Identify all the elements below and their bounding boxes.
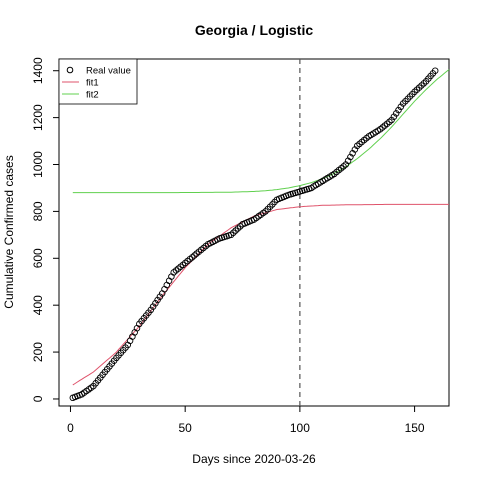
legend: Real value fit1 fit2 [58,58,138,105]
y-tick-label: 600 [31,248,45,268]
real-value-point [388,116,395,124]
x-tick-label: 150 [405,421,425,435]
series-real-points [69,67,439,402]
series-layer [69,67,450,402]
y-tick-label: 0 [31,395,45,402]
y-axis-label: Cumulative Confirmed cases [2,155,16,308]
legend-real-label: Real value [86,66,131,77]
real-value-point [271,198,278,206]
real-value-point [262,208,269,215]
y-tick-label: 1000 [31,151,45,178]
real-value-point [152,300,159,307]
real-value-point [191,252,198,259]
y-tick-label: 1200 [31,104,45,131]
plot-frame [58,58,450,407]
real-value-point [386,118,393,126]
y-tick-label: 1400 [31,57,45,84]
legend-real-marker [66,66,74,74]
x-tick-label: 0 [67,421,74,435]
real-value-point [147,306,155,314]
real-value-point [266,203,274,210]
real-value-point [230,229,237,236]
series-fit2-line [72,69,450,194]
real-value-point [390,113,398,120]
real-value-point [347,153,354,161]
legend-fit1-label: fit1 [86,78,99,89]
real-value-point [402,97,409,105]
real-value-point [399,100,407,107]
real-value-point [395,106,402,114]
real-value-point [431,67,439,74]
x-tick-label: 50 [178,421,192,435]
real-value-point [406,93,414,100]
y-tick-label: 200 [31,342,45,362]
y-axis: 0 200 400 600 800 1000 1200 1400 [31,57,60,402]
legend-fit2-label: fit2 [86,90,99,101]
x-axis-label: Days since 2020-03-26 [192,452,316,466]
real-value-point [392,110,400,117]
chart-title: Georgia / Logistic [195,22,313,38]
real-value-point [397,103,405,111]
real-value-point [154,296,161,304]
y-tick-label: 400 [31,295,45,315]
series-fit1-line [72,203,449,386]
x-tick-label: 100 [290,421,310,435]
y-tick-label: 800 [31,201,45,221]
x-axis: 0 50 100 150 [67,405,425,435]
real-value-point [149,303,157,310]
